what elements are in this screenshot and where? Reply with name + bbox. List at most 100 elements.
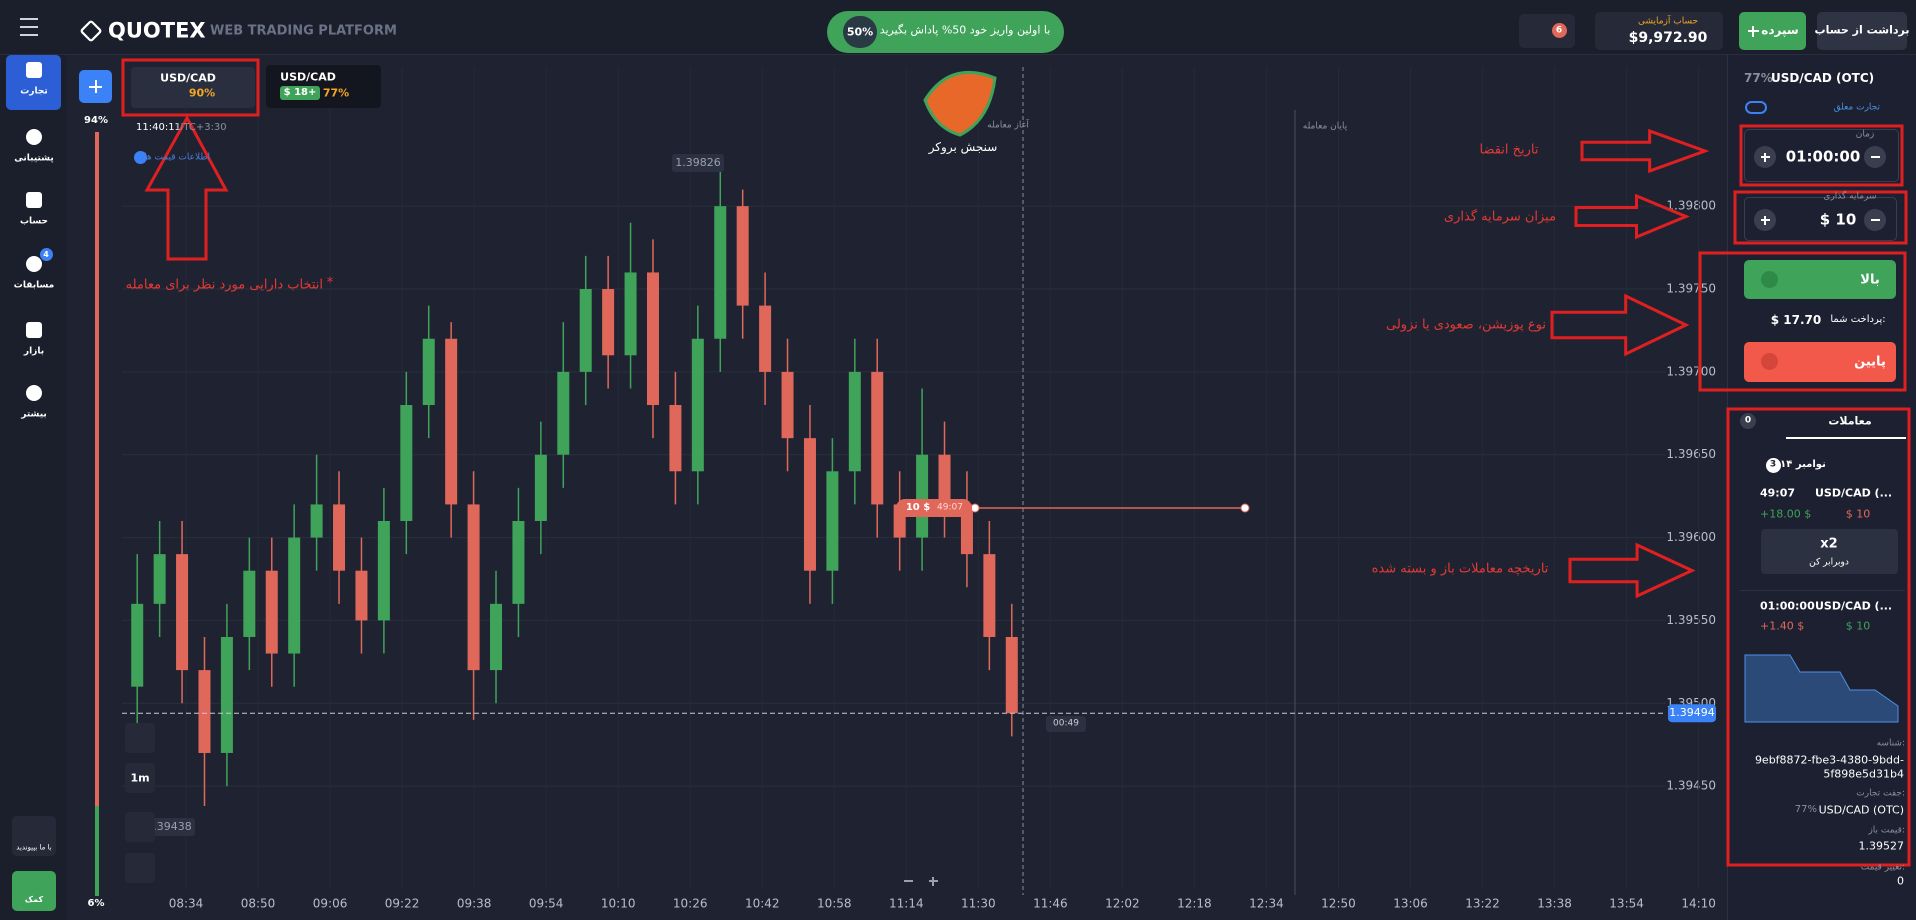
withdraw-label[interactable]: برداشت از حساب <box>1814 23 1910 37</box>
sidebar-label[interactable]: بیشتر <box>21 409 47 420</box>
withdraw-button[interactable] <box>1817 12 1907 50</box>
up-icon <box>1761 271 1778 288</box>
plus-icon <box>94 80 97 93</box>
time-value[interactable]: 01:00:00 <box>1785 147 1861 166</box>
tool-button[interactable] <box>125 812 155 842</box>
info[interactable]: اطلاعات قیمت ها <box>144 152 210 163</box>
annotation-arrow <box>1568 542 1696 599</box>
sidebar-label[interactable]: بازار <box>23 346 45 357</box>
minus-icon <box>1870 156 1880 158</box>
tool-button[interactable] <box>125 763 155 793</box>
x-tick-label: 12:50 <box>1321 897 1356 911</box>
annotation-star: * <box>326 275 334 291</box>
candle-body <box>669 405 682 472</box>
tagline: WEB TRADING PLATFORM <box>210 23 397 39</box>
count-circle <box>1766 458 1781 473</box>
candle-body <box>691 338 704 472</box>
annotation: نوع پوزیشن، صعودی یا نزولی <box>1386 317 1546 333</box>
x-tick-label: 13:06 <box>1393 897 1428 911</box>
candle-body <box>759 305 772 372</box>
tab2-payout: 77% <box>322 86 350 100</box>
promo-text: با اولین واریز خود 50% پاداش بگیرید <box>879 23 1051 37</box>
double-button[interactable] <box>1761 529 1898 574</box>
plus-icon <box>1752 25 1754 37</box>
sidebar-label[interactable]: حساب <box>19 216 49 227</box>
y-tick-label: 1.39800 <box>1666 199 1716 213</box>
help-box[interactable] <box>12 871 56 911</box>
trade-stake: $ 10 <box>1845 619 1871 633</box>
trade-profit: +18.00 $ <box>1760 507 1812 521</box>
detail-label: تغییر قیمت: <box>1860 862 1905 873</box>
tool-button[interactable] <box>125 723 155 753</box>
x-tick-label: 11:46 <box>1033 897 1068 911</box>
double[interactable]: x2 <box>1820 536 1838 552</box>
candle-body <box>1005 636 1018 714</box>
candle-body <box>871 371 884 505</box>
date-count: 3 <box>1769 459 1777 470</box>
trade-dot <box>970 503 980 513</box>
candle-body <box>646 272 659 406</box>
payout-label: پرداخت شما: <box>1830 314 1886 325</box>
trade-dot <box>1240 503 1250 513</box>
candle-body <box>445 338 458 505</box>
timeframe[interactable]: 1m <box>130 771 150 785</box>
x-tick-label: 12:18 <box>1177 897 1212 911</box>
detail-payout: 77% <box>1794 804 1817 815</box>
panel-asset[interactable]: USD/CAD (OTC) <box>1771 71 1875 85</box>
candle-body <box>355 570 368 621</box>
x-tick-label: 09:22 <box>385 897 420 911</box>
pending[interactable]: تجارت معلق <box>1833 102 1880 113</box>
deposit-label[interactable]: سپرده <box>1761 23 1799 37</box>
up-label[interactable]: بالا <box>1860 272 1880 288</box>
candle-body <box>557 371 570 455</box>
candle-body <box>198 670 211 753</box>
trade-marker-amount: 10 $ <box>905 502 931 513</box>
y-tick-label: 1.39750 <box>1666 282 1716 296</box>
clock: 11:40:11 <box>136 122 181 133</box>
notification-badge <box>1552 23 1567 38</box>
x-tick-label: 11:30 <box>961 897 996 911</box>
down-share: 6% <box>87 898 105 909</box>
watermark: سنجش بروکر <box>928 140 998 154</box>
trade-profit: +1.40 $ <box>1760 619 1805 633</box>
join-box[interactable] <box>12 816 56 856</box>
menu-line <box>20 34 38 36</box>
timezone: UTC+3:30 <box>176 122 227 133</box>
sidebar-label[interactable]: پشتیبانی <box>14 153 54 164</box>
double-label[interactable]: دوبرابر کن <box>1809 557 1849 568</box>
join-label[interactable]: با ما بپیوندید <box>16 843 52 852</box>
toggle[interactable] <box>1745 101 1767 114</box>
help-label[interactable]: کمک <box>24 895 44 904</box>
candle-body <box>422 338 435 406</box>
candle-body <box>803 438 816 571</box>
annotation-box <box>1739 124 1904 187</box>
invest-value[interactable]: $ 10 <box>1819 210 1857 229</box>
account[interactable] <box>1595 12 1723 50</box>
candle-body <box>400 405 413 521</box>
x-tick-label: 08:50 <box>241 897 276 911</box>
y-tick-label: 1.39450 <box>1666 779 1716 793</box>
candle-body <box>938 454 951 505</box>
y-tick-label: 1.39600 <box>1666 530 1716 544</box>
tool-button[interactable] <box>125 853 155 883</box>
x-tick-label: 10:26 <box>673 897 708 911</box>
candle-body <box>220 636 233 753</box>
asset-tab[interactable] <box>131 67 255 108</box>
plus-icon <box>1764 152 1766 162</box>
candle-body <box>736 206 749 306</box>
sentiment-down <box>95 132 99 806</box>
down-label[interactable]: پایین <box>1854 354 1886 370</box>
date: ۱۴ نوامبر <box>1780 459 1826 470</box>
sidebar-label[interactable]: مسابقات <box>13 280 55 291</box>
sidebar-icon <box>26 256 42 272</box>
candle-body <box>916 454 929 538</box>
candle-body <box>579 289 592 372</box>
sidebar-icon <box>26 192 42 208</box>
trades-tab[interactable] <box>1786 405 1906 439</box>
candle-body <box>714 206 727 339</box>
sidebar-label[interactable]: تجارت <box>20 86 48 97</box>
trades-title[interactable]: معاملات <box>1828 414 1872 428</box>
tab2-asset: USD/CAD <box>280 70 336 84</box>
x-tick-label: 10:42 <box>745 897 780 911</box>
tournament-count: 4 <box>43 250 49 259</box>
